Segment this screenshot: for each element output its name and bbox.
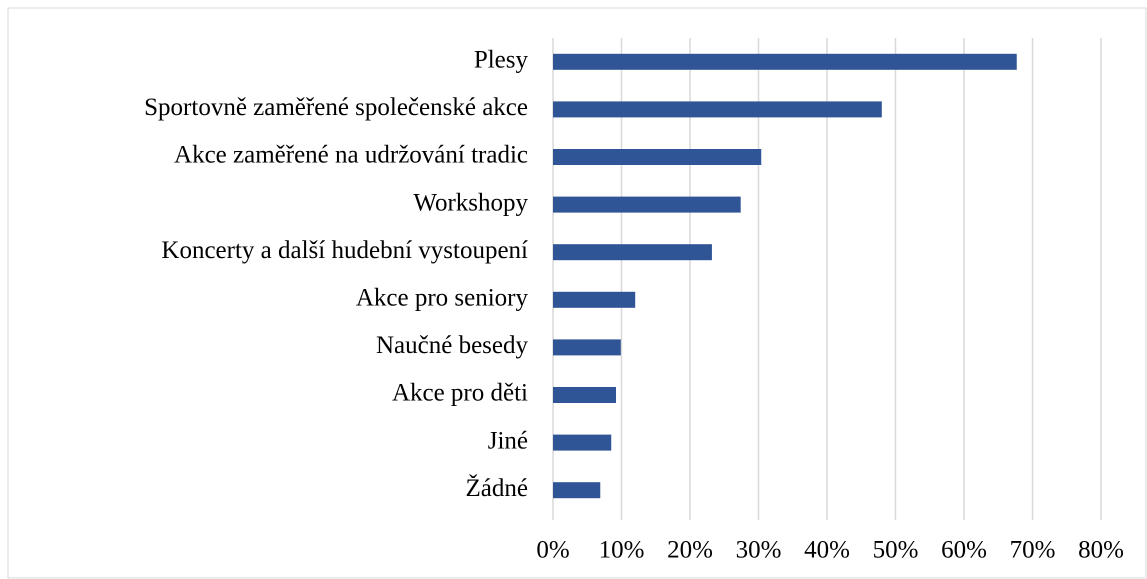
x-tick-label: 20%	[667, 537, 713, 564]
bar	[553, 244, 712, 261]
y-tick-label: Žádné	[466, 474, 528, 502]
y-tick-label: Koncerty a další hudební vystoupení	[161, 237, 528, 264]
x-tick-label: 70%	[1010, 537, 1056, 564]
y-tick-label: Workshopy	[413, 189, 528, 216]
y-tick-label: Jiné	[488, 427, 528, 454]
bar	[553, 101, 882, 118]
x-tick-label: 30%	[736, 537, 782, 564]
y-tick-label: Naučné besedy	[376, 332, 529, 359]
bar	[553, 434, 612, 451]
x-tick-label: 40%	[804, 537, 850, 564]
y-tick-label: Plesy	[474, 47, 529, 74]
bar	[553, 482, 601, 499]
bar	[553, 387, 617, 403]
y-tick-label: Akce zaměřené na udržování tradic	[174, 142, 528, 169]
y-tick-label: Akce pro seniory	[356, 285, 529, 312]
bar	[553, 339, 621, 356]
x-tick-label: 50%	[873, 537, 919, 564]
chart-border	[7, 7, 1147, 579]
x-tick-label: 60%	[941, 537, 987, 564]
x-tick-label: 10%	[599, 537, 645, 564]
x-tick-label: 80%	[1078, 537, 1124, 564]
bar	[553, 291, 636, 308]
x-tick-label: 0%	[536, 537, 569, 564]
bar	[553, 149, 762, 165]
bar	[553, 53, 1017, 70]
y-tick-label: Sportovně zaměřené společenské akce	[144, 94, 528, 121]
bar	[553, 196, 741, 213]
y-tick-label: Akce pro děti	[392, 380, 528, 407]
